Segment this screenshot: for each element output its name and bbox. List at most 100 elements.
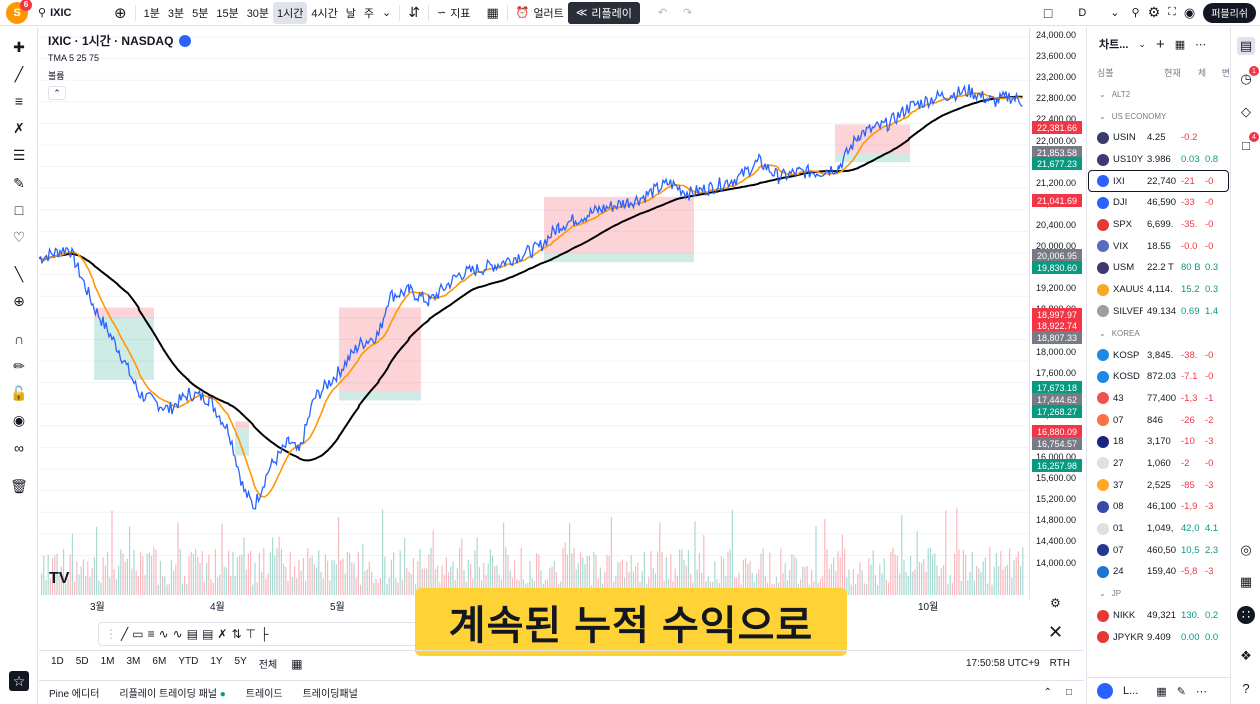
tab-trading-panel[interactable]: 트레이딩패널 bbox=[302, 689, 358, 700]
watchlist-row[interactable]: 24 159,40 -5,8 -3 bbox=[1087, 561, 1230, 583]
watchlist-row[interactable]: DJI 46,590 -33 -0 bbox=[1087, 192, 1230, 214]
watchlist-row[interactable]: 27 1,060 -2 -0 bbox=[1087, 453, 1230, 475]
watchlist-row[interactable]: 07 846 -26 -2 bbox=[1087, 409, 1230, 431]
text-comment-icon[interactable]: □ bbox=[14, 202, 24, 218]
object-tree-layers-icon[interactable]: ◇ bbox=[1241, 104, 1251, 119]
magnet-icon[interactable]: ∩ bbox=[13, 331, 25, 347]
range-tool-icon[interactable]: ├ bbox=[259, 627, 269, 641]
range-7[interactable]: 5Y bbox=[234, 656, 247, 667]
watchlist-row[interactable]: JPYKR 9.409 0.00 0.0 bbox=[1087, 626, 1230, 648]
watchlist-row[interactable]: VIX 18.55 -0.0 -0 bbox=[1087, 235, 1230, 257]
forecast-icon[interactable]: ☰ bbox=[12, 146, 26, 163]
watchlist-row[interactable]: USIN 4.25 -0.2 bbox=[1087, 127, 1230, 149]
chats-icon[interactable]: □ 4 bbox=[1237, 132, 1259, 154]
settings-gear-icon[interactable]: ⚙ bbox=[1147, 4, 1161, 20]
calendar-icon[interactable]: ▦ bbox=[1239, 574, 1253, 589]
session-label[interactable]: RTH bbox=[1049, 658, 1070, 669]
more-options-icon[interactable]: ⋯ bbox=[1195, 38, 1207, 51]
cycle-tool-icon[interactable]: ✗ bbox=[217, 627, 228, 641]
col-last[interactable]: 현재 bbox=[1164, 67, 1181, 78]
elliott-tool-icon[interactable]: ∿ bbox=[172, 627, 183, 641]
details-more-icon[interactable]: ⋯ bbox=[1195, 685, 1207, 698]
line-tool-icon[interactable]: ╱ bbox=[121, 627, 129, 641]
candle-type-icon[interactable]: ⇵ bbox=[408, 4, 420, 20]
position-box-stop[interactable] bbox=[235, 428, 249, 456]
link-icon[interactable]: ∞ bbox=[14, 440, 24, 456]
zoom-in-icon[interactable]: ⊕ bbox=[13, 292, 25, 309]
watchlist-row[interactable]: KOSD 872.03 -7.1 -0 bbox=[1087, 366, 1230, 388]
watchlist-row[interactable]: NIKK 49,321 130. 0.2 bbox=[1087, 605, 1230, 627]
interval-5[interactable]: 1시간 bbox=[273, 1, 308, 24]
interval-0[interactable]: 1분 bbox=[143, 7, 160, 20]
alerts-clock-icon[interactable]: ◷ 1 bbox=[1237, 66, 1259, 88]
range-5[interactable]: YTD bbox=[178, 656, 199, 667]
tab-replay-trading-panel[interactable]: 리플레이 트레이딩 패널 ● bbox=[109, 685, 235, 700]
watchlist-row[interactable]: 43 77,400 -1,3 -1 bbox=[1087, 388, 1230, 410]
position-box-stop[interactable] bbox=[835, 153, 910, 163]
interval-3[interactable]: 15분 bbox=[216, 7, 239, 20]
watchlist-layout-icon[interactable]: ▦ bbox=[1174, 38, 1186, 51]
stay-drawing-icon[interactable]: ✏ bbox=[13, 357, 25, 374]
panel-maximize-icon[interactable]: □ bbox=[1065, 687, 1072, 698]
col-chg-pct[interactable]: 변 bbox=[1221, 67, 1230, 78]
broadcast-icon[interactable]: ❖ bbox=[1240, 648, 1252, 663]
short-position-icon[interactable]: ⊤ bbox=[245, 627, 256, 641]
watchlist-row[interactable]: SPX 6,699. -35. -0 bbox=[1087, 214, 1230, 236]
publish-button[interactable]: 퍼블리쉬 bbox=[1203, 2, 1256, 23]
watchlist-row[interactable]: USM 22.2 T 80 B 0.3 bbox=[1087, 257, 1230, 279]
apps-grid-icon[interactable]: ∷ bbox=[1237, 606, 1255, 624]
tab-pine-editor[interactable]: Pine 에디터 bbox=[49, 689, 100, 700]
panel-collapse-chevron-icon[interactable]: ⌃ bbox=[1043, 687, 1052, 698]
watchlist-row[interactable]: IXI 22,740 -21 -0 bbox=[1088, 170, 1229, 193]
interval-6[interactable]: 4시간 bbox=[311, 7, 338, 20]
range-3[interactable]: 3M bbox=[126, 656, 141, 667]
alert-button[interactable]: ⏰ 얼러트 bbox=[512, 2, 568, 24]
interval-1[interactable]: 3분 bbox=[167, 7, 185, 20]
watchlist-title[interactable]: 차트... bbox=[1099, 39, 1129, 51]
layout-name[interactable]: D bbox=[1078, 6, 1087, 19]
range-8[interactable]: 전체 bbox=[258, 660, 278, 671]
watchlist-icon[interactable]: ▤ bbox=[1237, 37, 1255, 55]
gann-tool-icon[interactable]: ▤ bbox=[202, 627, 214, 641]
symbol-search[interactable]: ⚲ IXIC bbox=[34, 2, 110, 24]
details-grid-icon[interactable]: ▦ bbox=[1156, 685, 1167, 698]
tab-trade[interactable]: 트레이드 bbox=[245, 689, 283, 700]
watchlist-chevron-down-icon[interactable]: ⌄ bbox=[1138, 38, 1146, 49]
col-chg[interactable]: 체 bbox=[1197, 67, 1207, 78]
watchlist-group-header[interactable]: ⌄ US ECONOMY bbox=[1087, 105, 1230, 127]
chart-pane[interactable]: TV bbox=[39, 27, 1029, 599]
add-symbol-plus-icon[interactable]: + bbox=[1155, 35, 1165, 53]
watchlist-row[interactable]: 37 2,525 -85 -3 bbox=[1087, 474, 1230, 496]
position-box-stop[interactable] bbox=[544, 253, 694, 263]
interval-7[interactable]: 날 bbox=[345, 7, 356, 20]
fib-lines-icon[interactable]: ≡ bbox=[14, 93, 24, 109]
position-box-profit[interactable] bbox=[339, 307, 421, 392]
date-range-calendar-icon[interactable]: ▦ bbox=[291, 656, 303, 671]
replay-button[interactable]: ≪ 리플레이 bbox=[567, 1, 640, 24]
interval-8[interactable]: 주 bbox=[363, 7, 375, 20]
watchlist-row[interactable]: 08 46,100 -1,9 -3 bbox=[1087, 496, 1230, 518]
position-box-stop[interactable] bbox=[94, 317, 154, 380]
time-axis[interactable]: 3월 4월 5월 10월 ⚙ bbox=[39, 596, 1061, 614]
xabcd-tool-icon[interactable]: ∿ bbox=[158, 627, 169, 641]
watchlist-group-header[interactable]: ⌄ ALT2 bbox=[1087, 83, 1230, 105]
undo-icon[interactable]: ↶ bbox=[657, 7, 668, 19]
details-edit-icon[interactable]: ✎ bbox=[1176, 685, 1186, 698]
heart-icon[interactable]: ♡ bbox=[12, 228, 26, 245]
watchlist-row[interactable]: 18 3,170 -10 -3 bbox=[1087, 431, 1230, 453]
watchlist-row[interactable]: 01 1,049, 42,0 4.1 bbox=[1087, 518, 1230, 540]
long-position-icon[interactable]: ⇅ bbox=[231, 627, 242, 641]
range-4[interactable]: 6M bbox=[152, 656, 167, 667]
legend-collapse-chevron-icon[interactable]: ⌃ bbox=[48, 86, 66, 100]
layout-chevron-down-icon[interactable]: ⌄ bbox=[1110, 7, 1120, 19]
redo-icon[interactable]: ↷ bbox=[683, 7, 693, 19]
watchlist-row[interactable]: KOSP 3,845. -38. -0 bbox=[1087, 344, 1230, 366]
ruler-icon[interactable]: ╲ bbox=[14, 265, 24, 282]
watchlist-group-header[interactable]: ⌄ KOREA bbox=[1087, 322, 1230, 344]
position-box-profit[interactable] bbox=[235, 421, 249, 429]
trash-icon[interactable]: 🗑 bbox=[10, 477, 28, 494]
price-scale[interactable]: 24,000.00 23,600.00 23,200.00 22,800.00 22,4… bbox=[1029, 27, 1083, 599]
clock-label[interactable]: 17:50:58 UTC+9 bbox=[965, 658, 1040, 669]
brush-icon[interactable]: ✎ bbox=[13, 174, 25, 191]
watchlist-row[interactable]: XAUUS 4,114. 15.2 0.3 bbox=[1087, 279, 1230, 301]
